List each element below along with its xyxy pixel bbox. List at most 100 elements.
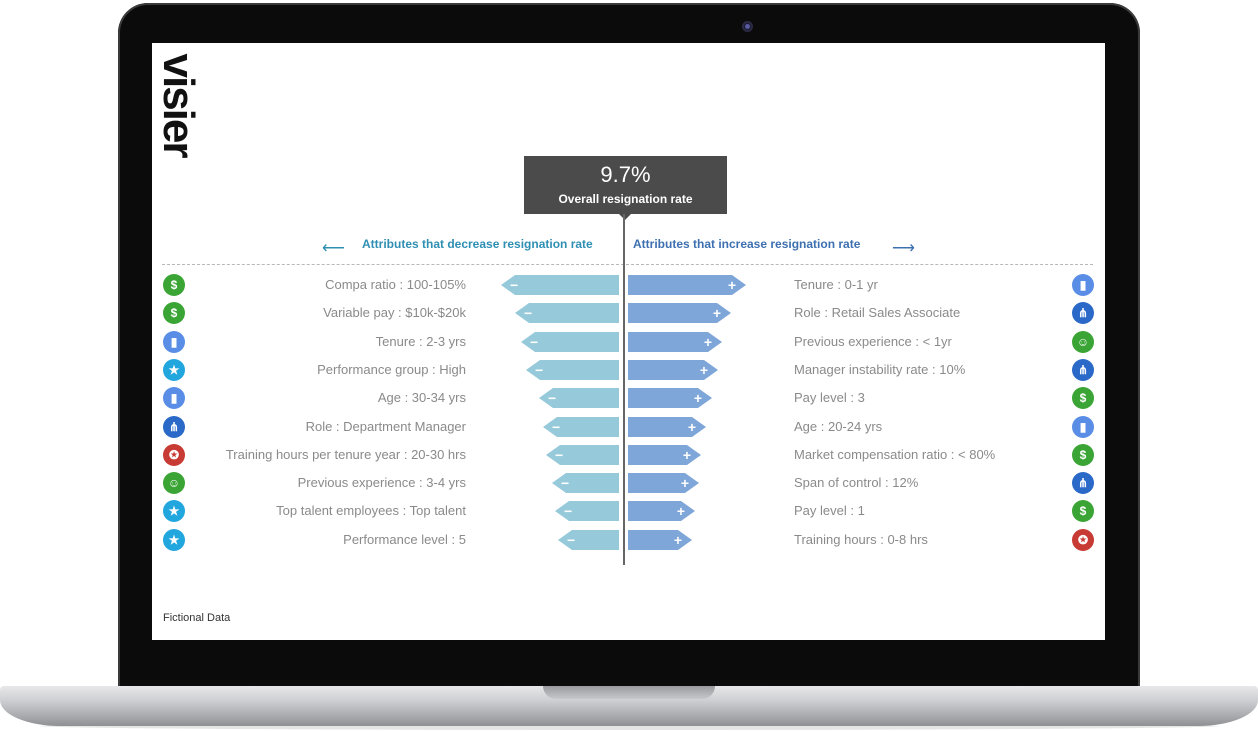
decrease-attribute-row[interactable]: ⋔ Role : Department Manager − xyxy=(152,416,1105,438)
increase-attribute-label: Pay level : 3 xyxy=(794,390,865,405)
minus-icon: − xyxy=(524,305,533,321)
minus-icon: − xyxy=(530,334,539,350)
increase-attribute-row[interactable]: ⋔ Role : Retail Sales Associate + xyxy=(152,302,1105,324)
decrease-bar[interactable]: − xyxy=(552,473,619,493)
plus-icon: + xyxy=(699,362,708,378)
increase-attribute-label: Role : Retail Sales Associate xyxy=(794,305,961,320)
chart-icon: ▮ xyxy=(163,387,185,409)
decrease-attribute-row[interactable]: ★ Performance level : 5 − xyxy=(152,529,1105,551)
minus-icon: − xyxy=(510,277,519,293)
decrease-bar[interactable]: − xyxy=(555,501,619,521)
dollar-icon: $ xyxy=(1072,500,1094,522)
decrease-attribute-label: Training hours per tenure year : 20-30 h… xyxy=(225,447,466,462)
webcam-icon xyxy=(742,21,753,32)
dollar-icon: $ xyxy=(1072,387,1094,409)
minus-icon: − xyxy=(555,447,564,463)
increase-attribute-label: Pay level : 1 xyxy=(794,503,865,518)
left-arrow-icon: ⟵ xyxy=(322,240,345,257)
decrease-attribute-label: Performance level : 5 xyxy=(343,532,466,547)
increase-bar[interactable]: + xyxy=(628,417,706,437)
header-divider xyxy=(162,264,1093,265)
chart-icon: ▮ xyxy=(163,331,185,353)
decrease-bar[interactable]: − xyxy=(526,360,619,380)
overall-rate-box: 9.7% Overall resignation rate xyxy=(524,156,727,214)
increase-bar[interactable]: + xyxy=(628,332,722,352)
increase-attribute-row[interactable]: $ Market compensation ratio : < 80% + xyxy=(152,444,1105,466)
laptop-notch xyxy=(543,686,715,699)
chart-icon: ▮ xyxy=(1072,274,1094,296)
increase-bar[interactable]: + xyxy=(628,501,695,521)
person-icon: ☺ xyxy=(163,472,185,494)
right-arrow-icon: ⟶ xyxy=(892,240,915,257)
network-icon: ⋔ xyxy=(1072,472,1094,494)
footer-note: Fictional Data xyxy=(163,612,231,624)
star-icon: ★ xyxy=(163,359,185,381)
plus-icon: + xyxy=(680,475,689,491)
logo-text: visier xyxy=(154,53,203,157)
decrease-attribute-row[interactable]: ▮ Tenure : 2-3 yrs − xyxy=(152,331,1105,353)
decrease-attribute-label: Compa ratio : 100-105% xyxy=(325,277,466,292)
decrease-bar[interactable]: − xyxy=(558,530,619,550)
increase-bar[interactable]: + xyxy=(628,388,712,408)
increase-attribute-row[interactable]: ⋔ Span of control : 12% + xyxy=(152,472,1105,494)
decrease-bar[interactable]: − xyxy=(515,303,619,323)
plus-icon: + xyxy=(727,277,736,293)
decrease-attribute-label: Age : 30-34 yrs xyxy=(377,390,466,405)
increase-bar[interactable]: + xyxy=(628,473,699,493)
decrease-bar[interactable]: − xyxy=(521,332,619,352)
increase-bar[interactable]: + xyxy=(628,275,746,295)
increase-attribute-label: Span of control : 12% xyxy=(794,475,919,490)
decrease-header: Attributes that decrease resignation rat… xyxy=(362,237,593,251)
decrease-attribute-row[interactable]: ☺ Previous experience : 3-4 yrs − xyxy=(152,472,1105,494)
star-icon: ★ xyxy=(163,500,185,522)
decrease-attribute-row[interactable]: ★ Performance group : High − xyxy=(152,359,1105,381)
screen: visier 9.7% Overall resignation rate ⟵ A… xyxy=(152,43,1105,640)
decrease-attribute-label: Performance group : High xyxy=(317,362,466,377)
increase-attribute-label: Tenure : 0-1 yr xyxy=(794,277,878,292)
decrease-attribute-label: Variable pay : $10k-$20k xyxy=(323,305,466,320)
decrease-attribute-row[interactable]: $ Variable pay : $10k-$20k − xyxy=(152,302,1105,324)
increase-attribute-row[interactable]: $ Pay level : 3 + xyxy=(152,387,1105,409)
minus-icon: − xyxy=(535,362,544,378)
decrease-attribute-row[interactable]: ▮ Age : 30-34 yrs − xyxy=(152,387,1105,409)
increase-attribute-row[interactable]: ▮ Tenure : 0-1 yr + xyxy=(152,274,1105,296)
center-axis xyxy=(623,214,625,565)
chart-icon: ▮ xyxy=(1072,416,1094,438)
increase-bar[interactable]: + xyxy=(628,360,718,380)
decrease-attribute-row[interactable]: $ Compa ratio : 100-105% − xyxy=(152,274,1105,296)
decrease-bar[interactable]: − xyxy=(546,445,619,465)
rate-pointer xyxy=(619,214,631,220)
increase-attribute-row[interactable]: $ Pay level : 1 + xyxy=(152,500,1105,522)
decrease-bar[interactable]: − xyxy=(501,275,619,295)
increase-bar[interactable]: + xyxy=(628,530,692,550)
plus-icon: + xyxy=(682,447,691,463)
laptop-shadow xyxy=(40,722,1218,730)
plus-icon: + xyxy=(712,305,721,321)
increase-attribute-row[interactable]: ☺ Previous experience : < 1yr + xyxy=(152,331,1105,353)
decrease-attribute-row[interactable]: ✪ Training hours per tenure year : 20-30 … xyxy=(152,444,1105,466)
increase-attribute-label: Market compensation ratio : < 80% xyxy=(794,447,996,462)
increase-attribute-row[interactable]: ▮ Age : 20-24 yrs + xyxy=(152,416,1105,438)
increase-attribute-row[interactable]: ✪ Training hours : 0-8 hrs + xyxy=(152,529,1105,551)
star-icon: ★ xyxy=(163,529,185,551)
increase-attribute-label: Training hours : 0-8 hrs xyxy=(794,532,928,547)
plus-icon: + xyxy=(703,334,712,350)
increase-bar[interactable]: + xyxy=(628,445,701,465)
increase-attribute-label: Manager instability rate : 10% xyxy=(794,362,966,377)
increase-attribute-row[interactable]: ⋔ Manager instability rate : 10% + xyxy=(152,359,1105,381)
increase-bar[interactable]: + xyxy=(628,303,731,323)
network-icon: ⋔ xyxy=(1072,302,1094,324)
person-icon: ☺ xyxy=(1072,331,1094,353)
increase-attribute-label: Previous experience : < 1yr xyxy=(794,334,952,349)
decrease-attribute-label: Previous experience : 3-4 yrs xyxy=(297,475,466,490)
network-icon: ⋔ xyxy=(1072,359,1094,381)
overall-rate-value: 9.7% xyxy=(600,162,651,187)
ribbon-icon: ✪ xyxy=(1072,529,1094,551)
decrease-attribute-row[interactable]: ★ Top talent employees : Top talent − xyxy=(152,500,1105,522)
decrease-bar[interactable]: − xyxy=(539,388,619,408)
decrease-bar[interactable]: − xyxy=(543,417,619,437)
plus-icon: + xyxy=(676,503,685,519)
plus-icon: + xyxy=(673,532,682,548)
visier-logo: visier xyxy=(154,45,203,173)
dollar-icon: $ xyxy=(163,274,185,296)
